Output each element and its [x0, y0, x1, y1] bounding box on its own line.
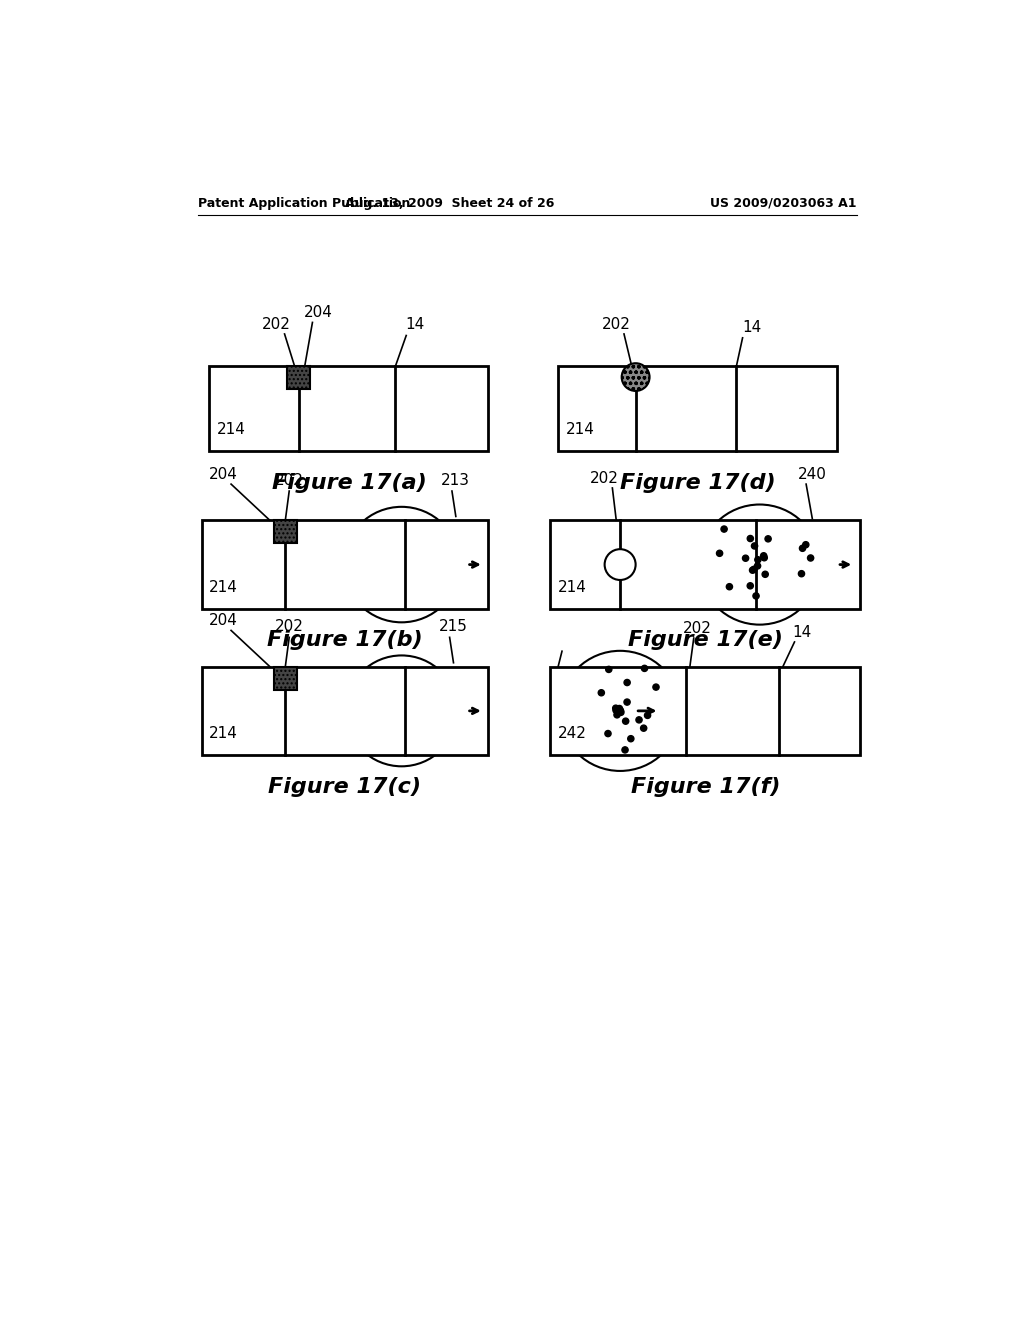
- Circle shape: [560, 651, 681, 771]
- Circle shape: [748, 582, 754, 589]
- Circle shape: [605, 730, 611, 737]
- Circle shape: [622, 363, 649, 391]
- Circle shape: [653, 684, 659, 690]
- Circle shape: [624, 680, 630, 685]
- Circle shape: [605, 667, 612, 672]
- Bar: [558, 366, 838, 451]
- Circle shape: [762, 572, 768, 577]
- Text: 204: 204: [209, 612, 238, 628]
- Circle shape: [748, 536, 754, 541]
- Circle shape: [614, 711, 621, 718]
- Circle shape: [622, 747, 628, 752]
- Circle shape: [613, 708, 620, 713]
- Circle shape: [765, 536, 771, 543]
- Circle shape: [699, 504, 820, 624]
- Circle shape: [761, 553, 767, 558]
- Text: 215: 215: [439, 619, 468, 635]
- Circle shape: [628, 735, 634, 742]
- Circle shape: [616, 705, 623, 711]
- Circle shape: [742, 556, 749, 561]
- Text: Patent Application Publication: Patent Application Publication: [198, 197, 411, 210]
- Text: Aug. 13, 2009  Sheet 24 of 26: Aug. 13, 2009 Sheet 24 of 26: [345, 197, 554, 210]
- Text: Figure 17(f): Figure 17(f): [631, 776, 780, 797]
- Circle shape: [799, 570, 805, 577]
- Text: 202: 202: [683, 620, 712, 636]
- Circle shape: [617, 708, 624, 714]
- Bar: [550, 667, 860, 755]
- Circle shape: [641, 665, 647, 672]
- Circle shape: [346, 656, 458, 767]
- Bar: [202, 520, 488, 609]
- Circle shape: [623, 718, 629, 725]
- FancyBboxPatch shape: [273, 667, 297, 689]
- Circle shape: [808, 554, 814, 561]
- Text: 214: 214: [209, 726, 239, 742]
- Circle shape: [641, 725, 647, 731]
- Circle shape: [755, 562, 761, 569]
- Text: 214: 214: [558, 579, 587, 595]
- Circle shape: [761, 554, 767, 561]
- Text: 202: 202: [274, 619, 304, 635]
- Circle shape: [803, 541, 809, 548]
- Text: 202: 202: [602, 317, 631, 331]
- FancyBboxPatch shape: [287, 367, 310, 389]
- Text: 202: 202: [590, 471, 620, 486]
- Circle shape: [617, 708, 624, 714]
- Circle shape: [753, 593, 759, 599]
- Circle shape: [636, 717, 642, 723]
- Circle shape: [598, 689, 604, 696]
- Circle shape: [624, 700, 630, 705]
- Text: 204: 204: [209, 467, 238, 482]
- Text: 202: 202: [262, 317, 291, 331]
- Text: 204: 204: [303, 305, 333, 321]
- Circle shape: [617, 709, 624, 715]
- Bar: [550, 520, 860, 609]
- Text: Figure 17(b): Figure 17(b): [267, 631, 423, 651]
- Text: 213: 213: [441, 473, 470, 488]
- Circle shape: [752, 543, 758, 549]
- Bar: [209, 366, 488, 451]
- Text: 240: 240: [798, 467, 826, 482]
- Text: Figure 17(a): Figure 17(a): [271, 473, 426, 492]
- Text: 242: 242: [558, 726, 587, 742]
- FancyBboxPatch shape: [273, 520, 297, 544]
- Circle shape: [721, 525, 727, 532]
- Circle shape: [612, 705, 618, 711]
- Circle shape: [751, 566, 757, 573]
- Circle shape: [717, 550, 723, 557]
- Circle shape: [644, 713, 650, 718]
- Circle shape: [750, 568, 756, 573]
- Text: US 2009/0203063 A1: US 2009/0203063 A1: [710, 197, 856, 210]
- Circle shape: [343, 507, 460, 622]
- Text: 214: 214: [217, 422, 246, 437]
- Text: 202: 202: [274, 473, 304, 488]
- Text: 214: 214: [566, 422, 595, 437]
- Circle shape: [800, 545, 806, 552]
- Text: Figure 17(c): Figure 17(c): [268, 776, 422, 797]
- Circle shape: [755, 557, 761, 562]
- Text: 214: 214: [209, 579, 239, 595]
- Circle shape: [604, 549, 636, 579]
- Text: 14: 14: [406, 317, 424, 331]
- Circle shape: [726, 583, 732, 590]
- Text: Figure 17(e): Figure 17(e): [628, 631, 782, 651]
- Text: 14: 14: [742, 321, 762, 335]
- Text: 14: 14: [793, 624, 812, 640]
- Bar: [202, 667, 488, 755]
- Text: Figure 17(d): Figure 17(d): [620, 473, 775, 492]
